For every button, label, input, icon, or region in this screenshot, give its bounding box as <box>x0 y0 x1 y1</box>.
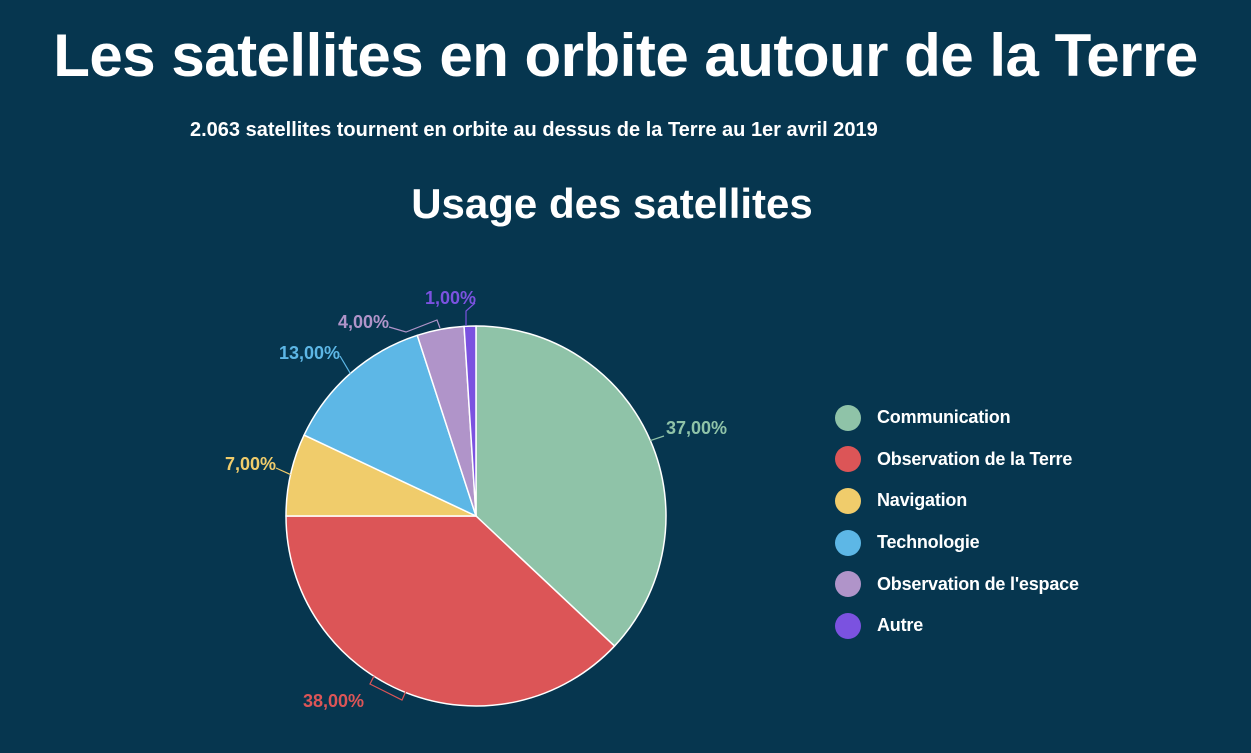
legend-item[interactable]: Observation de l'espace <box>835 563 1079 605</box>
pie-label-leaders <box>275 302 665 701</box>
legend-swatch <box>835 571 861 598</box>
legend-swatch <box>835 529 861 556</box>
leader-line <box>465 302 476 326</box>
legend-item[interactable]: Observation de la Terre <box>835 439 1079 481</box>
legend-label: Technologie <box>877 532 980 553</box>
page-title: Les satellites en orbite autour de la Te… <box>53 22 1198 89</box>
legend-label: Navigation <box>877 490 968 511</box>
data-label: 7,00% <box>225 454 276 474</box>
leader-line <box>650 435 665 442</box>
legend-item[interactable]: Autre <box>835 605 1079 647</box>
leader-line <box>339 355 351 374</box>
legend-item[interactable]: Communication <box>835 397 1079 439</box>
legend-item[interactable]: Navigation <box>835 480 1079 522</box>
pie-data-labels: 37,00% 38,00% 7,00% 13,00% 4,00% 1,00% <box>225 288 727 711</box>
legend-label: Communication <box>877 407 1011 428</box>
data-label: 4,00% <box>338 312 389 332</box>
pie-slice-communication[interactable] <box>475 325 667 647</box>
legend-label: Observation de l'espace <box>877 573 1079 594</box>
data-label: 38,00% <box>303 691 364 711</box>
data-label: 1,00% <box>425 288 476 308</box>
pie-slices <box>285 325 667 707</box>
legend-item[interactable]: Technologie <box>835 522 1079 564</box>
legend-swatch <box>835 404 861 431</box>
chart-title: Usage des satellites <box>411 180 813 227</box>
pie-slice-observation-de-la-terre[interactable] <box>285 515 616 707</box>
leader-line <box>369 675 407 701</box>
data-label: 13,00% <box>279 343 340 363</box>
pie-slice-autre[interactable] <box>463 325 477 517</box>
page-subtitle: 2.063 satellites tournent en orbite au d… <box>190 119 878 141</box>
legend-label: Observation de la Terre <box>877 448 1073 469</box>
leader-line <box>388 319 441 333</box>
legend-swatch <box>835 446 861 473</box>
legend-swatch <box>835 612 861 639</box>
chart-legend: Communication Observation de la Terre Navi… <box>835 397 1079 647</box>
leader-line <box>275 467 291 476</box>
legend-swatch <box>835 487 861 514</box>
data-label: 37,00% <box>666 418 727 438</box>
legend-label: Autre <box>877 615 924 636</box>
